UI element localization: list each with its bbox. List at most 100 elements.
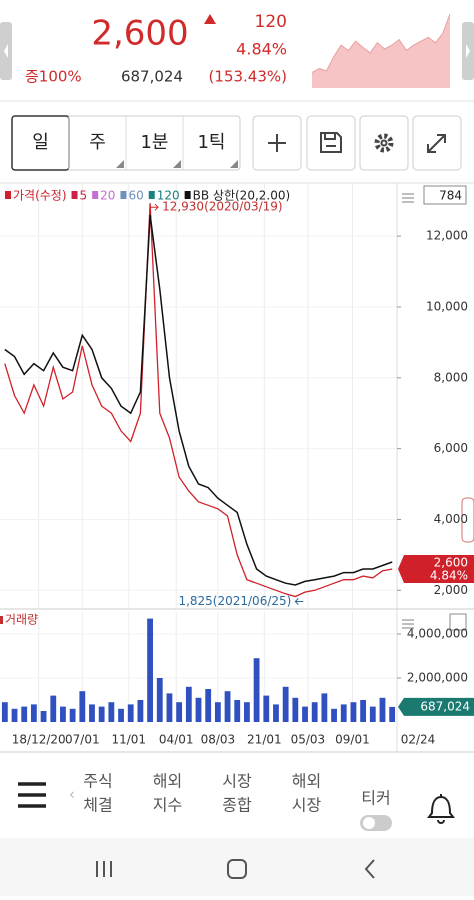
price-line bbox=[4, 203, 393, 598]
settings-button[interactable] bbox=[359, 115, 409, 171]
volume-bar bbox=[273, 704, 279, 722]
volume-bar bbox=[224, 691, 231, 722]
period-button[interactable]: 주 bbox=[89, 132, 106, 153]
pane-title: 거래량 bbox=[5, 613, 38, 627]
volume-bar bbox=[321, 693, 328, 722]
volume-bar bbox=[360, 700, 367, 722]
volume-bar bbox=[282, 686, 289, 722]
legend-swatch bbox=[71, 191, 78, 199]
volume-bar bbox=[89, 704, 95, 722]
y-tick-label: 6,000 bbox=[434, 441, 468, 455]
volume-bar bbox=[79, 691, 86, 722]
change-pct: 4.84% bbox=[236, 40, 287, 59]
menu-icon[interactable] bbox=[402, 193, 414, 203]
nav-item[interactable]: 시장 bbox=[292, 796, 322, 815]
save-button[interactable] bbox=[306, 115, 356, 171]
plus-icon bbox=[268, 134, 286, 152]
legend-label: 20 bbox=[100, 189, 115, 203]
period-button[interactable]: 1분 bbox=[140, 132, 168, 153]
current-volume: 687,024 bbox=[420, 699, 470, 713]
y-tick-label: 2,000 bbox=[434, 583, 468, 597]
gear-hole bbox=[380, 139, 388, 147]
change: 120 bbox=[255, 12, 287, 32]
close-box[interactable] bbox=[449, 613, 467, 631]
counter: 784 bbox=[439, 189, 462, 203]
x-tick-label: 05/03 bbox=[291, 733, 326, 747]
expand-button[interactable] bbox=[412, 115, 462, 171]
counter-box bbox=[423, 185, 467, 205]
dropdown-mark bbox=[173, 160, 181, 168]
volume-bar bbox=[137, 700, 144, 722]
periods: 일 주 1분 1틱 bbox=[11, 115, 238, 171]
dropdown-mark bbox=[230, 160, 238, 168]
x-tick-label: 08/03 bbox=[201, 733, 236, 747]
x-tick-label: 04/01 bbox=[159, 733, 194, 747]
period-button[interactable]: 일 bbox=[32, 132, 49, 153]
mini-line bbox=[311, 13, 451, 73]
volume-bar bbox=[389, 706, 396, 722]
annotation: 12,930(2020/03/19) bbox=[162, 200, 283, 214]
bell-icon[interactable] bbox=[427, 794, 455, 824]
home[interactable] bbox=[227, 859, 247, 879]
up-arrow bbox=[204, 14, 216, 24]
ticker-label: 티커 bbox=[361, 789, 390, 808]
price-line bbox=[4, 214, 393, 586]
volume-bar bbox=[156, 678, 163, 722]
volume-bar bbox=[350, 702, 357, 722]
annotation-arrow bbox=[294, 598, 304, 605]
nav-item[interactable]: 주식 bbox=[83, 772, 112, 791]
nav-item[interactable]: 해외 bbox=[292, 772, 321, 791]
menu-button[interactable] bbox=[18, 782, 46, 808]
volume-bar bbox=[253, 658, 260, 722]
nav-left[interactable]: ‹ bbox=[69, 785, 75, 804]
side-handle[interactable] bbox=[461, 497, 474, 543]
legend-swatch bbox=[5, 191, 11, 199]
volume-bar bbox=[195, 697, 202, 722]
volume-bar bbox=[244, 702, 250, 722]
volume-bar bbox=[11, 708, 18, 722]
volume-bar bbox=[263, 695, 270, 722]
y-tick-label: 2,000,000 bbox=[407, 671, 468, 685]
menu-icon[interactable] bbox=[402, 619, 414, 629]
legend-label: 5 bbox=[80, 189, 88, 203]
volume-bar bbox=[292, 697, 299, 722]
volume-bar bbox=[147, 618, 153, 722]
x-tick-label: 18/12/20 bbox=[12, 733, 66, 747]
volume-ratio: 증100% bbox=[25, 68, 82, 86]
volume-bar bbox=[60, 706, 66, 722]
volume-bar bbox=[205, 689, 212, 722]
nav-item[interactable]: 체결 bbox=[83, 796, 112, 815]
legend-swatch bbox=[92, 191, 99, 199]
current-tag bbox=[398, 555, 474, 584]
volume-bar bbox=[118, 708, 124, 722]
prev-arrow bbox=[4, 44, 8, 58]
y-tick-label: 4,000,000 bbox=[407, 627, 468, 641]
back[interactable] bbox=[364, 859, 375, 879]
nav-item[interactable]: 해외 bbox=[153, 772, 182, 791]
system-bar bbox=[0, 838, 474, 896]
legend-label: 120 bbox=[157, 189, 180, 203]
volume-bar bbox=[127, 704, 134, 722]
volume-bar bbox=[40, 711, 47, 722]
y-tick-label: 4,000 bbox=[434, 512, 468, 526]
volume-bar bbox=[379, 697, 386, 722]
legend-swatch bbox=[184, 191, 191, 199]
recent-apps[interactable] bbox=[96, 861, 112, 877]
volume-bar bbox=[69, 708, 76, 722]
nav-item[interactable]: 종합 bbox=[222, 796, 252, 815]
toggle-knob bbox=[363, 817, 375, 829]
volume-bar bbox=[369, 706, 376, 722]
legend-label: 60 bbox=[128, 189, 143, 203]
x-tick-label: 21/01 bbox=[247, 733, 282, 747]
nav-item[interactable]: 지수 bbox=[153, 796, 182, 815]
y-tick-label: 12,000 bbox=[426, 229, 468, 243]
x-tick-label: 09/01 bbox=[335, 733, 370, 747]
volume-bar bbox=[302, 706, 308, 722]
nav-item[interactable]: 시장 bbox=[222, 772, 252, 791]
period-button[interactable]: 1틱 bbox=[197, 132, 225, 153]
volume-bar bbox=[98, 706, 105, 722]
tool-buttons bbox=[252, 115, 462, 171]
add-button[interactable] bbox=[252, 115, 302, 171]
current-tag bbox=[398, 697, 474, 716]
